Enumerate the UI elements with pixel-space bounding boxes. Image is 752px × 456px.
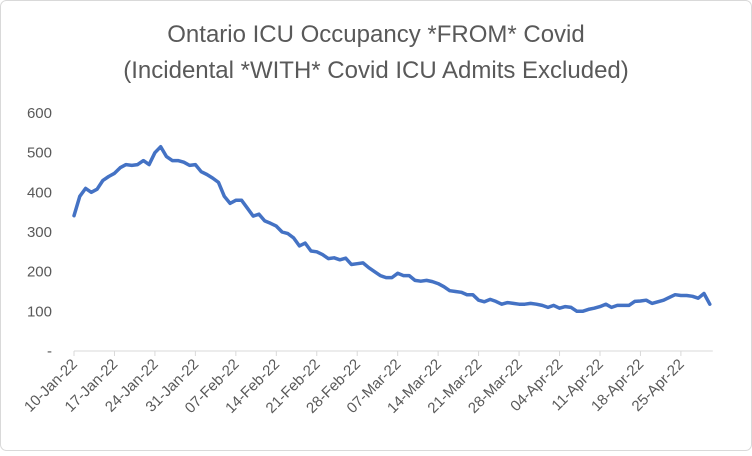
- y-tick-label: 600: [27, 105, 52, 122]
- chart-title: Ontario ICU Occupancy *FROM* Covid: [167, 21, 584, 48]
- data-line: [72, 144, 712, 314]
- y-tick-label: 300: [27, 224, 52, 241]
- y-tick-label: 100: [27, 303, 52, 320]
- y-tick-label: -: [47, 343, 52, 360]
- y-tick-label: 200: [27, 264, 52, 281]
- chart-title: (Incidental *WITH* Covid ICU Admits Excl…: [123, 57, 629, 84]
- y-tick-label: 400: [27, 184, 52, 201]
- y-tick-label: 500: [27, 145, 52, 162]
